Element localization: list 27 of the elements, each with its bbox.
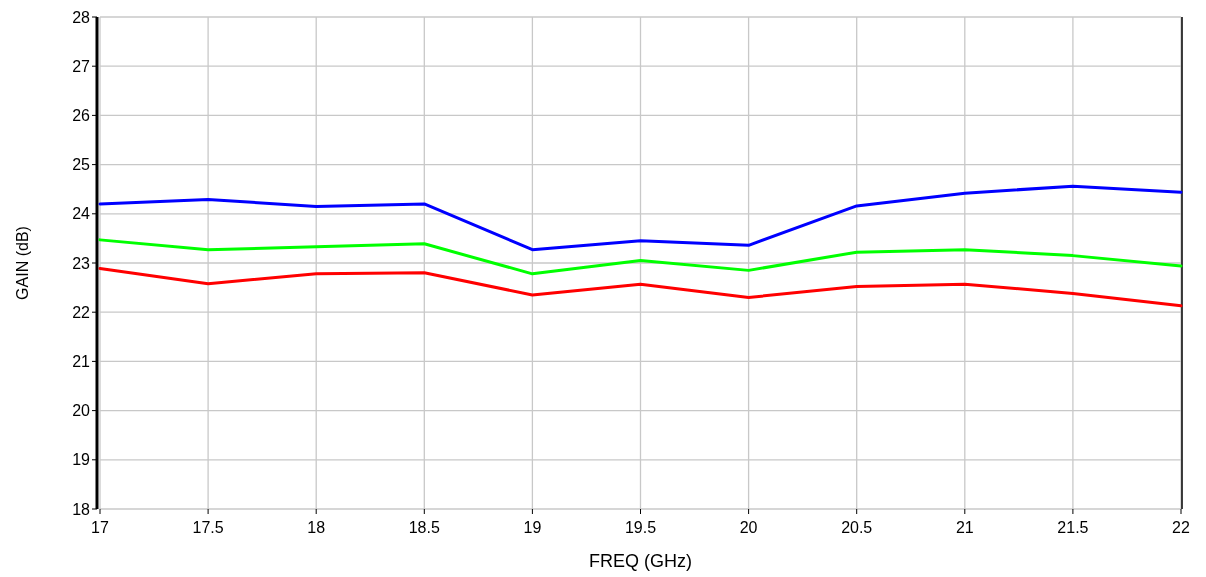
line-series	[98, 184, 1183, 252]
y-tick-label: 27	[72, 57, 91, 75]
x-tick-label: 20.5	[841, 519, 873, 536]
y-tick-label: 24	[72, 205, 91, 223]
x-tick-label: 19.5	[624, 519, 657, 536]
x-tick-label: 21	[955, 519, 974, 536]
y-tick-label: 20	[72, 402, 91, 420]
x-tick-label: 21.5	[1057, 519, 1089, 536]
line-series	[98, 266, 1183, 308]
x-tick-label: 17.5	[192, 519, 224, 536]
y-tick-label: 28	[72, 8, 91, 26]
y-tick-label: 23	[72, 254, 91, 272]
y-tick-label: 25	[72, 156, 91, 174]
line-series	[98, 238, 1183, 276]
y-tick-label: 22	[72, 303, 91, 321]
y-axis-title: GAIN (dB)	[14, 226, 31, 300]
y-tick-label: 21	[72, 353, 91, 370]
x-tick-label: 17	[91, 519, 109, 536]
x-tick-label: 19	[523, 519, 542, 536]
x-tick-label: 18	[307, 519, 326, 536]
y-tick-label: 19	[72, 451, 91, 469]
x-tick-label: 22	[1172, 519, 1190, 536]
x-axis-title: FREQ (GHz)	[589, 551, 692, 571]
x-tick-label: 18.5	[408, 519, 440, 536]
x-tick-label: 20	[739, 519, 758, 536]
y-tick-label: 18	[72, 500, 91, 518]
y-tick-label: 26	[72, 107, 91, 124]
